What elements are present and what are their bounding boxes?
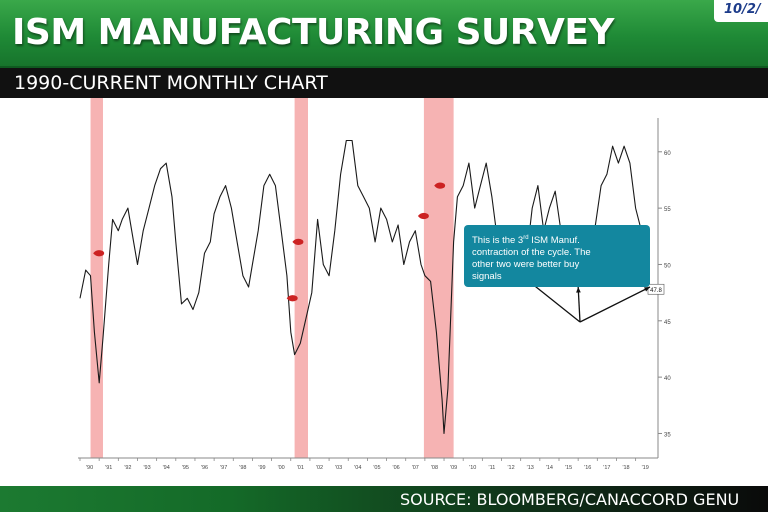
annotation-arrowhead-1 bbox=[576, 287, 581, 293]
recession-band-1 bbox=[294, 98, 308, 458]
y-tick-label-60: 60 bbox=[664, 151, 671, 157]
x-tick-label-0: '90 bbox=[86, 465, 93, 471]
x-tick-label-28: '18 bbox=[622, 465, 629, 471]
x-tick-label-4: '94 bbox=[163, 465, 170, 471]
source-credit: SOURCE: BLOOMBERG/CANACCORD GENU bbox=[400, 490, 740, 509]
buy-signal-marker-1 bbox=[292, 238, 304, 246]
annotation-arrow-1 bbox=[577, 286, 581, 323]
title-bar: ISM MANUFACTURING SURVEY 10/2/ bbox=[0, 0, 768, 68]
annotation-line-3: other two were better buy bbox=[472, 259, 580, 271]
x-tick-label-3: '93 bbox=[143, 465, 150, 471]
x-tick-label-6: '96 bbox=[201, 465, 208, 471]
x-tick-label-1: '91 bbox=[105, 465, 112, 471]
buy-signal-marker-0 bbox=[93, 250, 105, 257]
x-tick-label-27: '17 bbox=[603, 465, 610, 471]
chart-subtitle: 1990-CURRENT MONTHLY CHART bbox=[14, 72, 328, 94]
x-tick-label-15: '05 bbox=[373, 465, 380, 471]
annotation-line-2: contraction of the cycle. The bbox=[472, 247, 591, 259]
x-tick-label-23: '13 bbox=[527, 465, 534, 471]
x-tick-label-29: '19 bbox=[642, 465, 649, 471]
x-tick-label-16: '06 bbox=[393, 465, 400, 471]
buy-signal-marker-2 bbox=[286, 295, 298, 302]
footer-bar: SOURCE: BLOOMBERG/CANACCORD GENU bbox=[0, 486, 768, 512]
x-tick-label-12: '02 bbox=[316, 465, 323, 471]
x-tick-label-18: '08 bbox=[431, 465, 438, 471]
x-tick-label-22: '12 bbox=[508, 465, 515, 471]
x-tick-label-13: '03 bbox=[335, 465, 342, 471]
x-tick-label-24: '14 bbox=[546, 465, 553, 471]
x-tick-label-9: '99 bbox=[258, 465, 265, 471]
ism-line-chart: 35 40 45 50 55 60 '90 '91 '92 '93 '94 '95 '96 '97 '98 '… bbox=[78, 98, 671, 471]
x-tick-label-7: '97 bbox=[220, 465, 227, 471]
x-tick-label-26: '16 bbox=[584, 465, 591, 471]
x-tick-label-20: '10 bbox=[469, 465, 476, 471]
annotation-arrowhead-2 bbox=[644, 287, 650, 292]
annotation-callout: This is the 3rd ISM Manuf. contraction o… bbox=[464, 225, 650, 287]
chart-area: 35 40 45 50 55 60 '90 '91 '92 '93 '94 '95 '96 '97 '98 '… bbox=[0, 98, 768, 486]
recession-band-0 bbox=[90, 98, 103, 458]
annotation-arrow-2 bbox=[579, 286, 651, 323]
y-tick-label-35: 35 bbox=[664, 432, 671, 438]
page-title: ISM MANUFACTURING SURVEY bbox=[12, 12, 615, 53]
x-tick-label-10: '00 bbox=[278, 465, 285, 471]
y-tick-label-55: 55 bbox=[664, 207, 671, 213]
ism-series-line bbox=[79, 139, 651, 435]
x-tick-label-8: '98 bbox=[239, 465, 246, 471]
buy-signal-marker-4 bbox=[434, 182, 446, 189]
x-tick-label-2: '92 bbox=[124, 465, 131, 471]
y-tick-label-45: 45 bbox=[664, 320, 671, 326]
x-tick-label-11: '01 bbox=[297, 465, 304, 471]
date-tag: 10/2/ bbox=[714, 0, 768, 22]
x-tick-label-14: '04 bbox=[354, 465, 361, 471]
recession-band-2 bbox=[423, 98, 454, 458]
subtitle-bar: 1990-CURRENT MONTHLY CHART bbox=[0, 68, 768, 98]
last-value-label: 47.8 bbox=[650, 288, 662, 294]
annotation-line-1: This is the 3rd ISM Manuf. bbox=[472, 235, 580, 247]
y-tick-label-40: 40 bbox=[664, 376, 671, 382]
annotation-line-4: signals bbox=[472, 271, 502, 283]
buy-signal-marker-3 bbox=[417, 212, 429, 220]
x-tick-label-25: '15 bbox=[565, 465, 572, 471]
x-tick-label-19: '09 bbox=[450, 465, 457, 471]
x-tick-label-5: '95 bbox=[182, 465, 189, 471]
x-tick-label-17: '07 bbox=[412, 465, 419, 471]
y-tick-label-50: 50 bbox=[664, 263, 671, 269]
x-tick-label-21: '11 bbox=[489, 465, 496, 471]
